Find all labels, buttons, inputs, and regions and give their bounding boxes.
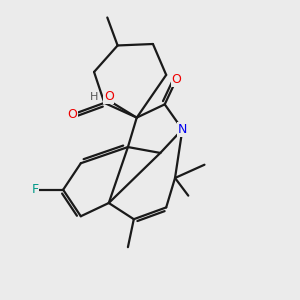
Text: N: N [178, 123, 187, 136]
Text: O: O [67, 108, 77, 121]
Text: O: O [172, 73, 182, 86]
Text: F: F [32, 183, 39, 196]
Text: H: H [90, 92, 98, 102]
Text: O: O [104, 91, 114, 103]
